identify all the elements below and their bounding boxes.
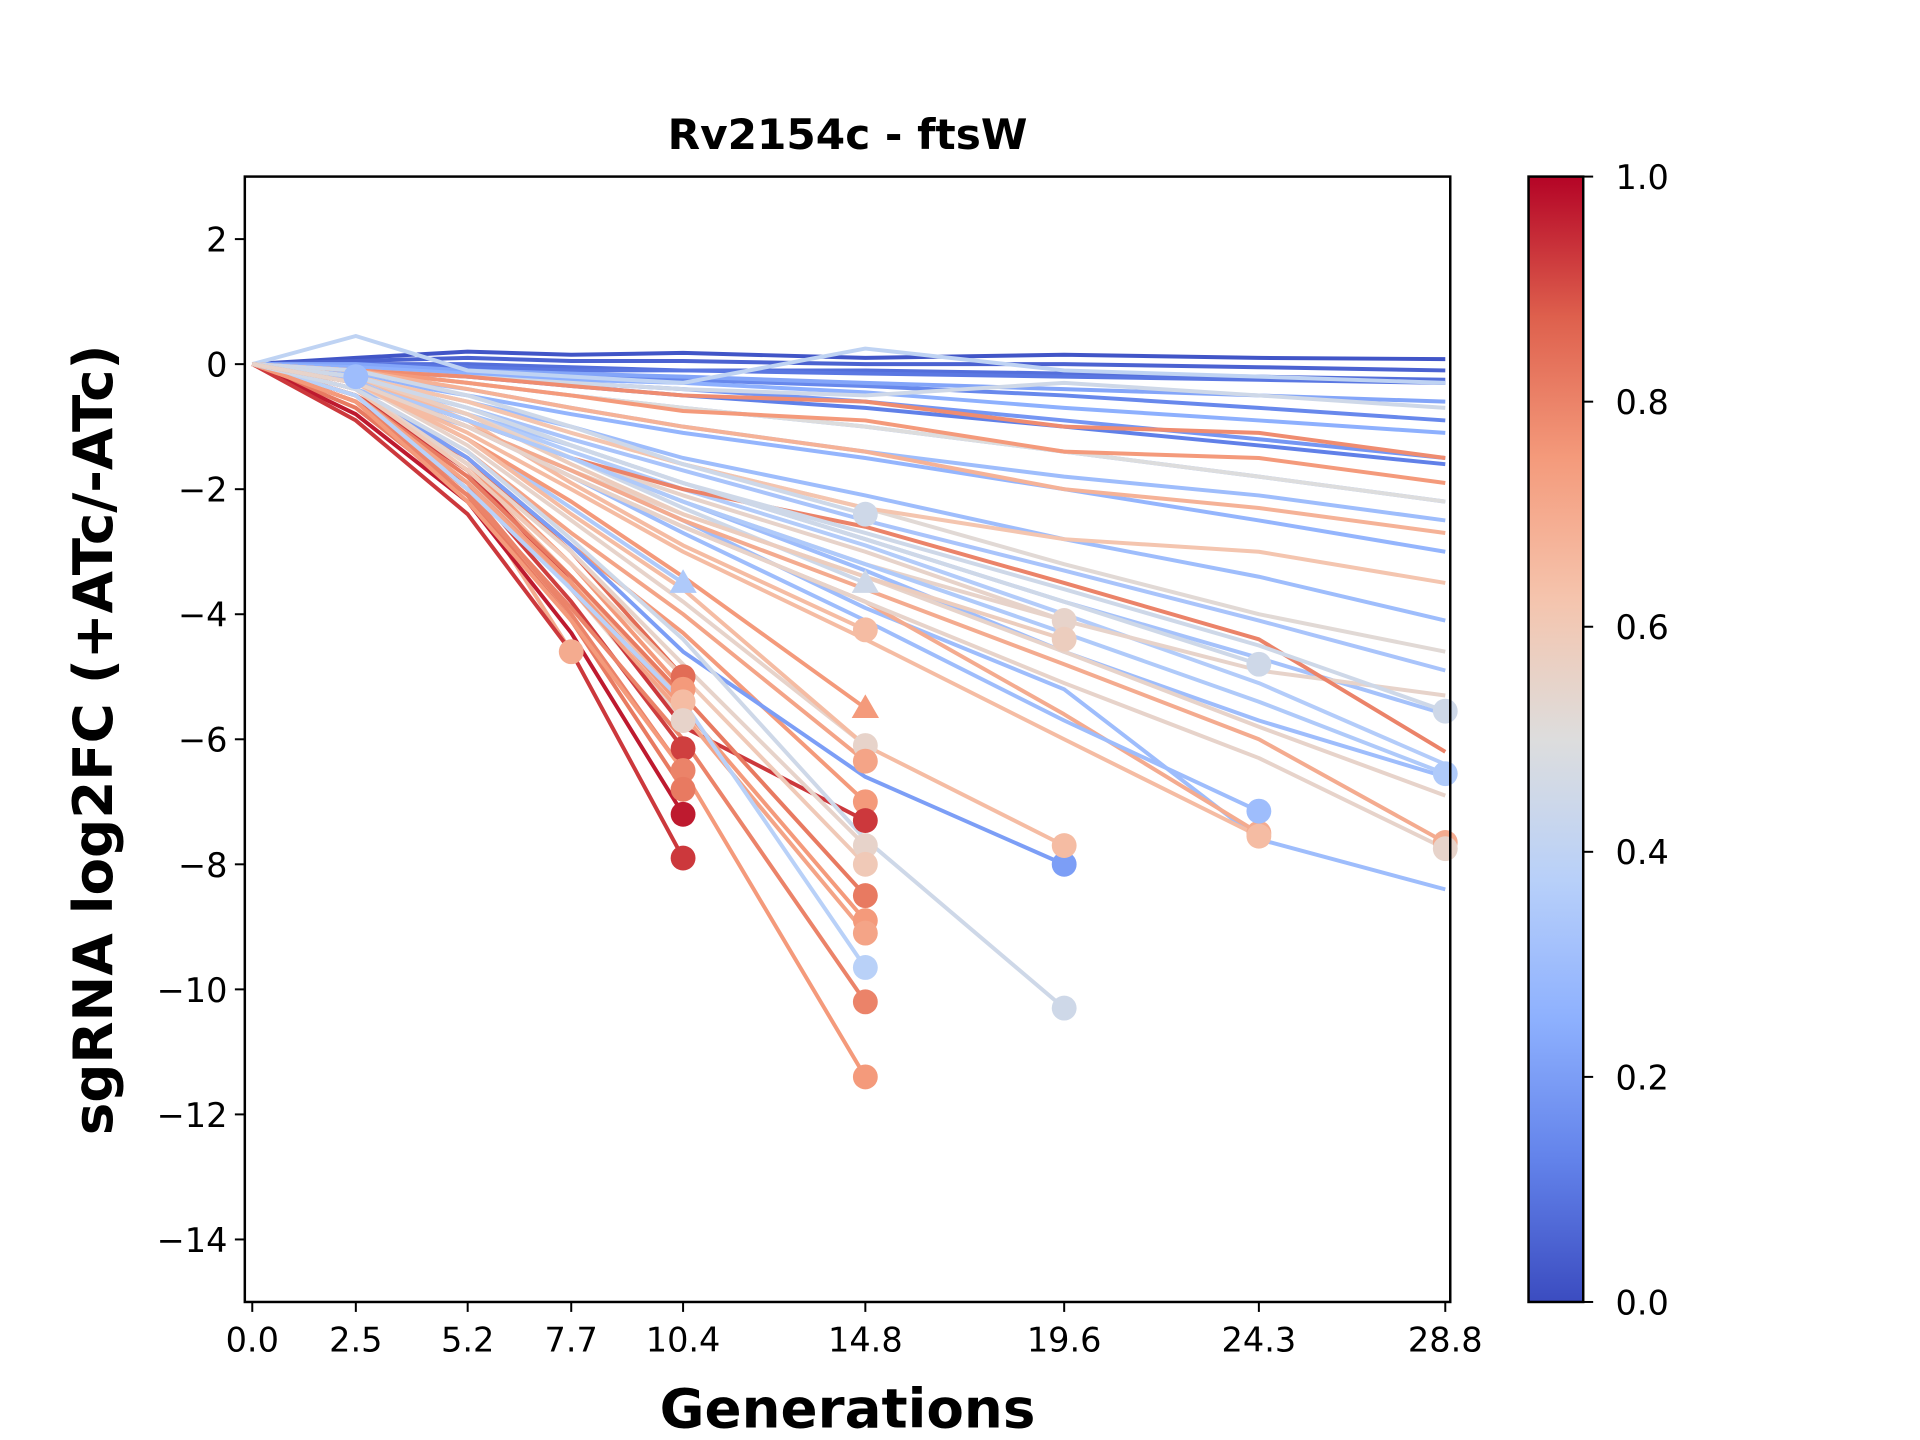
y-tick-label: 2 (206, 221, 227, 260)
series-line-41 (251, 362, 685, 859)
x-tick-label: 5.2 (441, 1321, 494, 1360)
y-tick-label: −2 (178, 471, 227, 510)
series-line-7 (252, 362, 1446, 404)
y-tick-label: −12 (157, 1096, 228, 1135)
data-point (1432, 836, 1458, 862)
series-line-56 (251, 362, 867, 969)
chart-title: Rv2154c - ftsW (668, 110, 1028, 159)
data-point (1246, 798, 1272, 824)
data-point (1246, 823, 1272, 849)
data-point (852, 1064, 878, 1090)
plot-frame (243, 175, 1452, 1304)
data-point (852, 748, 878, 774)
colorbar-tick-label: 0.2 (1616, 1058, 1669, 1097)
x-axis: 0.0 2.5 5.2 7.7 10.4 14.8 19.6 24.3 28.8 (226, 1301, 1483, 1360)
x-tick-label: 2.5 (329, 1321, 382, 1360)
data-point (1432, 761, 1458, 787)
y-tick-label: −4 (178, 596, 227, 635)
y-tick-label: −14 (157, 1221, 228, 1260)
series-line-12 (252, 362, 1446, 554)
series-line-42 (252, 362, 866, 517)
y-tick-label: −10 (157, 971, 228, 1010)
data-point (1432, 698, 1458, 724)
data-point (670, 708, 696, 733)
colorbar-tick-label: 0.0 (1616, 1283, 1669, 1322)
data-point-triangle (669, 569, 697, 593)
series-line-26 (252, 362, 1446, 535)
colorbar-tick-label: 0.8 (1616, 383, 1669, 422)
series-line-11 (251, 334, 1446, 385)
data-point (670, 801, 696, 827)
series-line-55 (251, 362, 867, 935)
data-point (670, 776, 696, 802)
x-tick-label: 28.8 (1408, 1321, 1483, 1360)
colorbar-tick-label: 1.0 (1616, 158, 1669, 197)
data-point (1051, 833, 1077, 858)
series-line-1 (252, 355, 1446, 373)
series-line-25 (252, 362, 1446, 485)
colorbar-ticks: 0.0 0.2 0.4 0.6 0.8 1.0 (1583, 158, 1669, 1322)
x-tick-label: 0.0 (226, 1321, 279, 1360)
y-tick-label: 0 (206, 346, 227, 385)
colorbar-tick-label: 0.6 (1616, 608, 1669, 647)
data-point (1051, 608, 1077, 633)
y-axis-label: sgRNA log2FC (+ATc/-ATc) (61, 344, 125, 1135)
data-point (852, 833, 878, 858)
data-point (343, 364, 369, 390)
x-tick-label: 10.4 (646, 1321, 721, 1360)
data-point (852, 851, 878, 877)
y-axis: 2 0 −2 −4 −6 −8 −10 −12 −14 (157, 221, 245, 1260)
series-line-24 (252, 362, 1446, 460)
data-point (852, 501, 878, 527)
x-tick-label: 14.8 (828, 1321, 903, 1360)
series-lines (251, 334, 1447, 1078)
data-point (852, 789, 878, 815)
series-line-0 (252, 349, 1446, 367)
data-point (1051, 626, 1077, 652)
data-point (1051, 995, 1077, 1021)
data-point-triangle (851, 694, 880, 718)
data-point (852, 920, 878, 946)
series-line-66 (252, 362, 1446, 714)
data-point (1051, 851, 1077, 877)
y-tick-label: −6 (178, 721, 227, 760)
data-point-triangle (851, 569, 880, 593)
series-markers (343, 364, 1458, 1090)
x-axis-label: Generations (660, 1377, 1036, 1440)
data-point (670, 689, 696, 715)
data-point (852, 617, 878, 643)
data-point (670, 758, 696, 783)
data-point (852, 883, 878, 909)
x-tick-label: 19.6 (1027, 1321, 1102, 1360)
y-tick-label: −8 (178, 846, 227, 885)
x-tick-label: 7.7 (545, 1321, 598, 1360)
colorbar (1527, 175, 1585, 1304)
data-point (852, 989, 878, 1015)
data-point (670, 845, 696, 871)
data-point (558, 639, 584, 665)
data-point (852, 808, 878, 833)
data-point (1246, 651, 1272, 677)
data-point (670, 736, 696, 762)
colorbar-tick-label: 0.4 (1616, 833, 1669, 872)
x-tick-label: 24.3 (1222, 1321, 1297, 1360)
series-line-58 (251, 362, 868, 1078)
data-point (852, 955, 878, 980)
series-line-69 (251, 362, 1447, 851)
